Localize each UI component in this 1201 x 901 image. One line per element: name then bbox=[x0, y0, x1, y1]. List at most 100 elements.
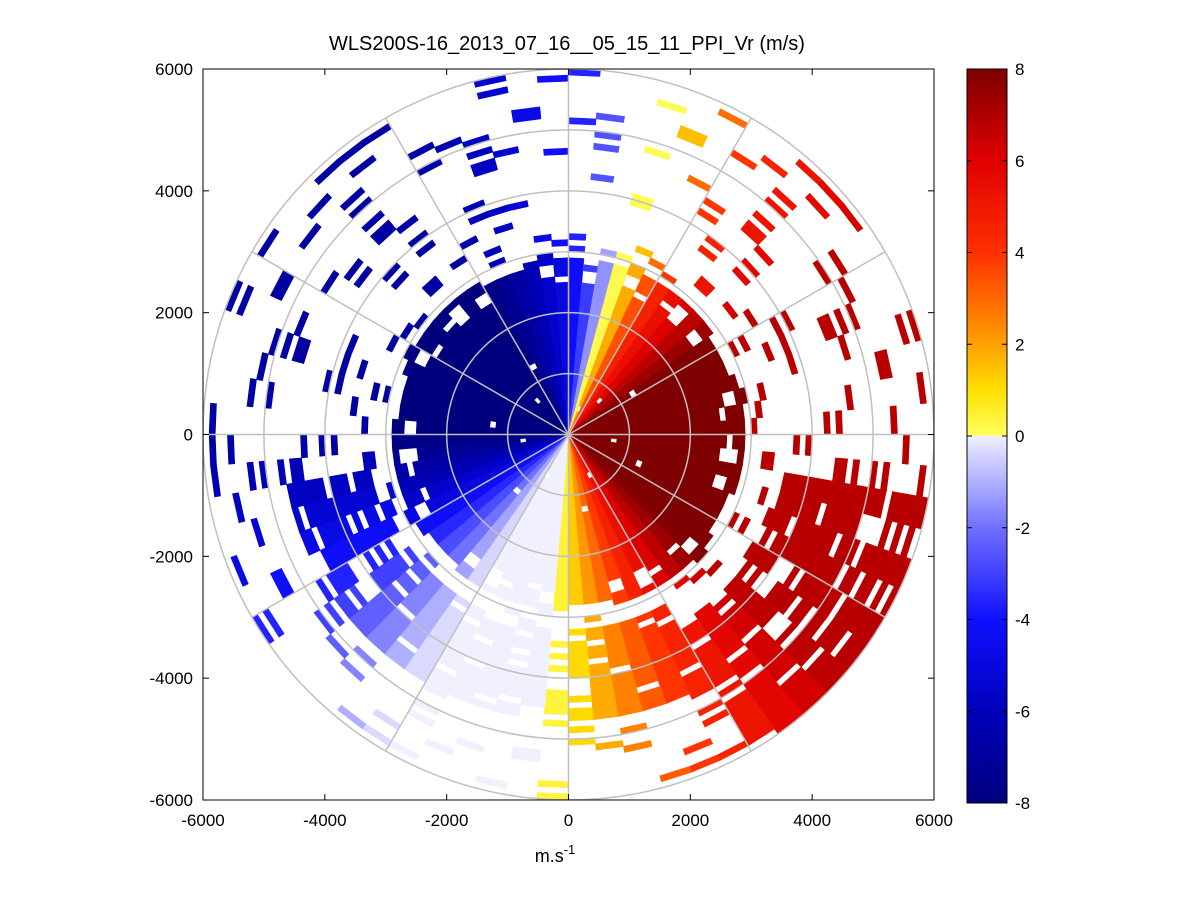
velocity-cell bbox=[568, 695, 593, 703]
velocity-cell bbox=[753, 244, 775, 267]
velocity-cell bbox=[665, 425, 673, 435]
colorbar-tick-label: -4 bbox=[1015, 611, 1030, 630]
x-tick-label: 2000 bbox=[671, 811, 709, 830]
x-tick-label: -4000 bbox=[303, 811, 346, 830]
velocity-cell bbox=[823, 411, 831, 435]
velocity-cell bbox=[568, 506, 576, 515]
velocity-cell bbox=[622, 428, 630, 435]
velocity-cell bbox=[501, 572, 517, 584]
velocity-cell bbox=[707, 421, 716, 435]
velocity-cell bbox=[634, 421, 642, 430]
velocity-cell bbox=[568, 324, 579, 332]
velocity-cell bbox=[568, 519, 577, 527]
velocity-cell bbox=[476, 86, 509, 100]
velocity-cell bbox=[901, 434, 910, 465]
velocity-cell bbox=[352, 471, 363, 492]
velocity-cell bbox=[568, 300, 581, 308]
velocity-cell bbox=[568, 531, 578, 539]
azimuth-spoke bbox=[568, 251, 886, 436]
velocity-cell bbox=[397, 419, 406, 435]
velocity-cell bbox=[678, 125, 708, 143]
velocity-cell bbox=[595, 740, 624, 751]
velocity-cell bbox=[455, 737, 486, 753]
velocity-cell bbox=[464, 434, 472, 444]
velocity-cell bbox=[568, 281, 583, 290]
velocity-cell bbox=[558, 318, 569, 326]
velocity-cell bbox=[771, 186, 798, 211]
velocity-cell bbox=[533, 233, 552, 243]
velocity-cell bbox=[421, 421, 430, 435]
velocity-cell bbox=[754, 400, 764, 419]
x-tick-label: 4000 bbox=[793, 811, 831, 830]
velocity-cell bbox=[454, 564, 472, 580]
velocity-cell bbox=[568, 354, 576, 363]
velocity-cell bbox=[682, 737, 714, 756]
velocity-cell bbox=[593, 142, 620, 153]
velocity-cell bbox=[558, 537, 569, 545]
azimuth-spoke bbox=[567, 434, 752, 752]
velocity-cell bbox=[568, 591, 584, 600]
velocity-cell bbox=[507, 428, 515, 435]
velocity-cell bbox=[874, 489, 887, 519]
velocity-cell bbox=[325, 633, 350, 659]
velocity-cell bbox=[785, 352, 799, 375]
velocity-cell bbox=[339, 186, 366, 211]
colorbar-tick-label: 0 bbox=[1015, 427, 1024, 446]
velocity-cell bbox=[665, 434, 673, 444]
velocity-cell bbox=[695, 422, 703, 435]
velocity-cell bbox=[488, 427, 497, 435]
y-tick-label: 0 bbox=[184, 426, 193, 445]
velocity-cell bbox=[476, 434, 484, 443]
velocity-cell bbox=[705, 559, 723, 578]
velocity-cell bbox=[707, 434, 716, 448]
velocity-cell bbox=[568, 257, 585, 265]
velocity-cell bbox=[560, 342, 569, 350]
velocity-cell bbox=[482, 434, 490, 443]
velocity-cell bbox=[246, 378, 257, 408]
velocity-cell bbox=[712, 407, 721, 423]
velocity-field bbox=[208, 69, 929, 800]
velocity-cell bbox=[412, 460, 422, 476]
velocity-cell bbox=[561, 354, 569, 363]
velocity-cell bbox=[568, 567, 582, 575]
velocity-cell bbox=[556, 561, 569, 569]
velocity-cell bbox=[554, 281, 569, 290]
velocity-cell bbox=[728, 478, 740, 496]
velocity-cell bbox=[230, 554, 249, 587]
velocity-cell bbox=[719, 434, 728, 449]
colorbar-ticks: 8 6 4 2 0 -2 -4 -6 -8 bbox=[967, 60, 1030, 813]
velocity-cell bbox=[553, 591, 569, 600]
velocity-cell bbox=[568, 342, 577, 350]
velocity-cell bbox=[452, 434, 460, 445]
velocity-cell bbox=[677, 434, 685, 445]
velocity-cell bbox=[555, 294, 569, 302]
velocity-cell bbox=[622, 434, 630, 441]
velocity-cell bbox=[348, 154, 377, 179]
velocity-cell bbox=[475, 775, 508, 789]
velocity-cell bbox=[391, 418, 399, 435]
velocity-cell bbox=[761, 341, 775, 362]
velocity-cell bbox=[689, 567, 707, 585]
colorbar-tick-label: 8 bbox=[1015, 60, 1024, 79]
velocity-cell bbox=[279, 332, 295, 360]
y-tick-label: -2000 bbox=[150, 547, 193, 566]
velocity-cell bbox=[844, 384, 855, 411]
colorbar-tick-label: -2 bbox=[1015, 519, 1030, 538]
velocity-cell bbox=[416, 446, 425, 462]
velocity-cell bbox=[227, 434, 236, 465]
azimuth-spoke bbox=[385, 117, 570, 435]
velocity-cell bbox=[415, 239, 437, 258]
velocity-cell bbox=[555, 573, 569, 582]
velocity-cell bbox=[571, 476, 578, 484]
velocity-cell bbox=[568, 579, 583, 588]
velocity-cell bbox=[722, 300, 739, 320]
velocity-cell bbox=[428, 421, 436, 435]
velocity-cell bbox=[495, 427, 503, 435]
velocity-cell bbox=[554, 579, 569, 588]
velocity-cell bbox=[889, 405, 898, 435]
velocity-cell bbox=[560, 519, 569, 527]
velocity-cell bbox=[558, 543, 569, 551]
velocity-cell bbox=[549, 640, 569, 649]
velocity-cell bbox=[300, 434, 308, 459]
velocity-cell bbox=[697, 244, 718, 263]
